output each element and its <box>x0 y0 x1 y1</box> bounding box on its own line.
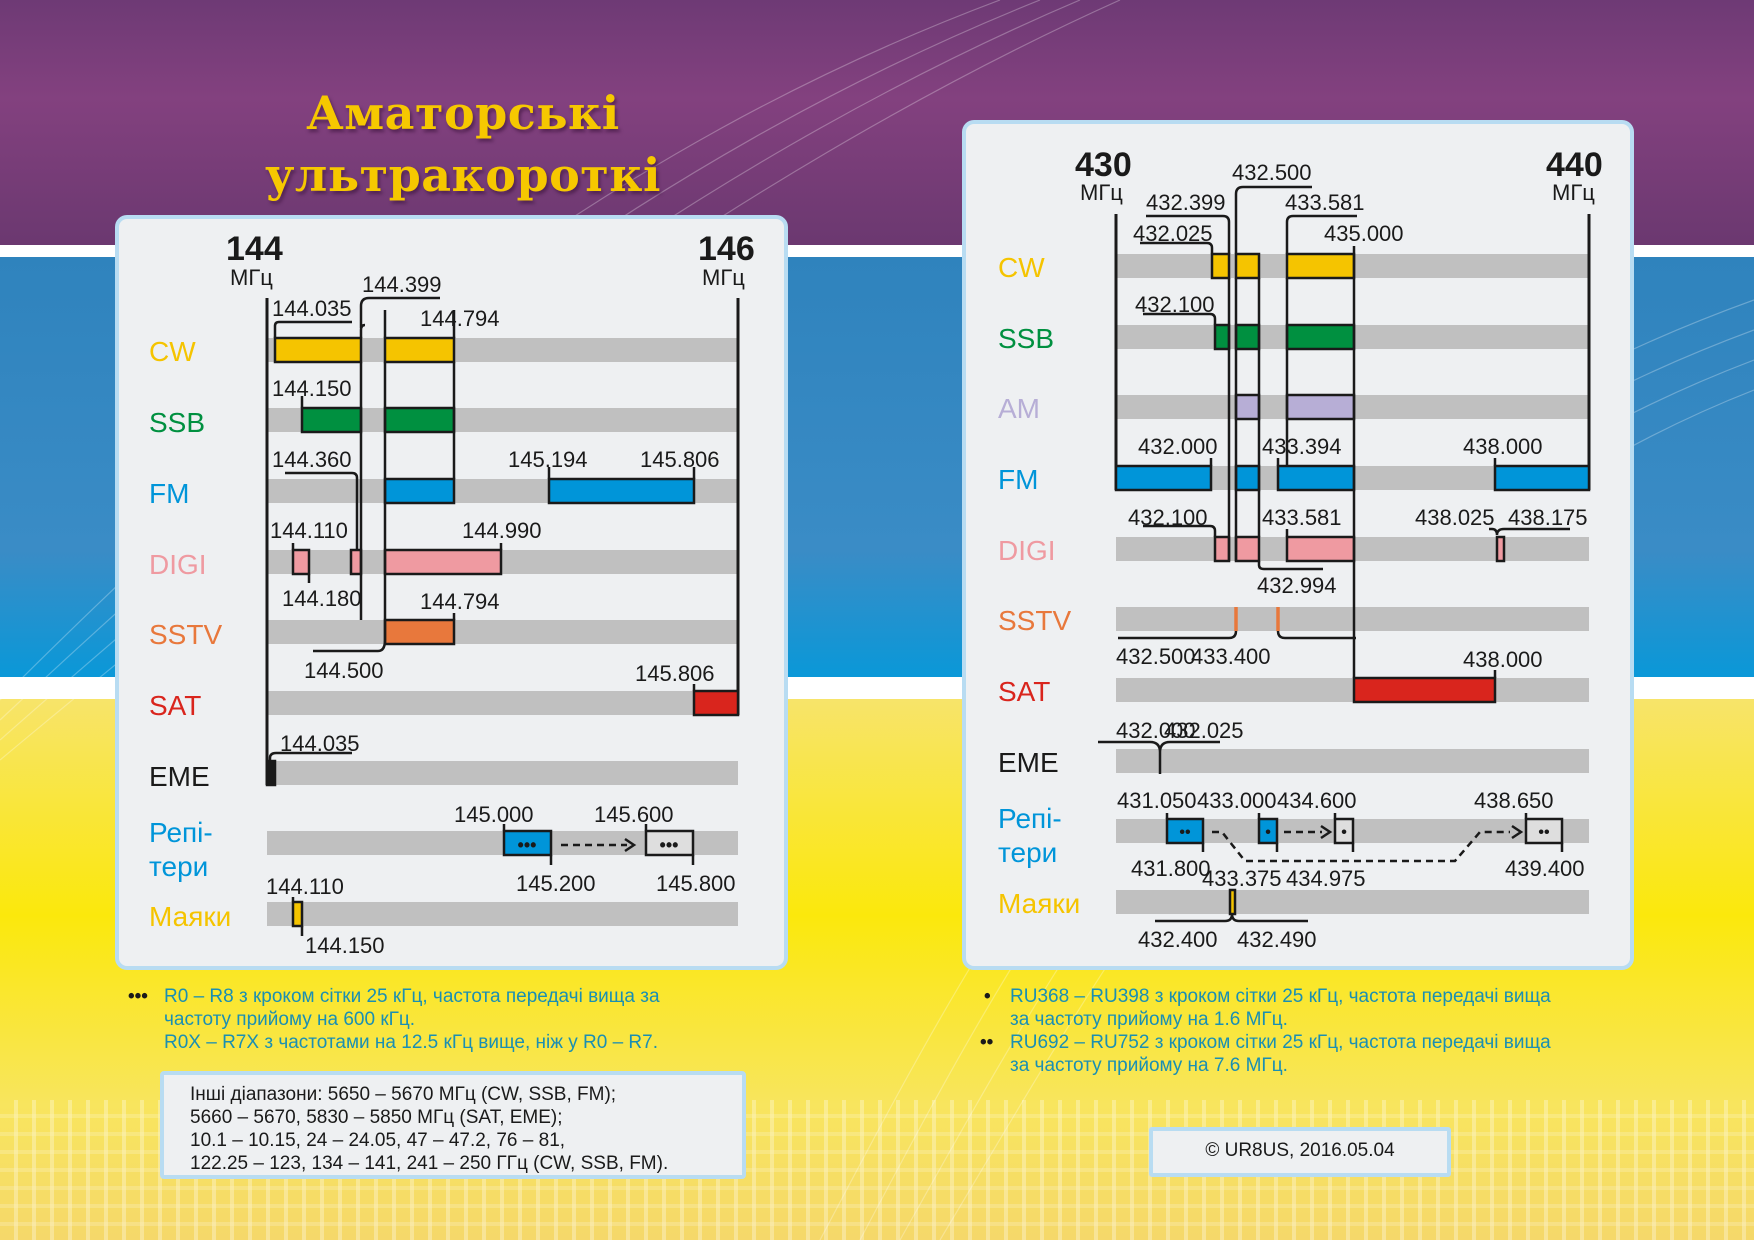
copyright-box: © UR8US, 2016.05.04 <box>1149 1127 1451 1177</box>
note-line: за частоту прийому на 1.6 МГц. <box>1010 1009 1288 1030</box>
repeater-note-70cm: • RU368 – RU398 з кроком сітки 25 кГц, ч… <box>980 985 1650 1077</box>
note-bullet: • <box>984 986 991 1007</box>
note-line: за частоту прийому на 7.6 МГц. <box>1010 1055 1288 1076</box>
note-line: R0 – R8 з кроком сітки 25 кГц, частота п… <box>164 986 660 1007</box>
note-bullet: ••• <box>128 986 148 1007</box>
note-line: частоту прийому на 600 кГц. <box>164 1009 416 1030</box>
note-line: RU368 – RU398 з кроком сітки 25 кГц, час… <box>1010 986 1551 1007</box>
note-bullet: •• <box>980 1032 994 1053</box>
repeater-note-2m: ••• R0 – R8 з кроком сітки 25 кГц, часто… <box>128 985 764 1054</box>
other-bands-line: 10.1 – 10.15, 24 – 24.05, 47 – 47.2, 76 … <box>190 1130 566 1151</box>
other-bands-line: Інші діапазони: 5650 – 5670 МГц (CW, SSB… <box>190 1084 617 1105</box>
other-bands-line: 122.25 – 123, 134 – 141, 241 – 250 ГГц (… <box>190 1153 669 1174</box>
other-bands-line: 5660 – 5670, 5830 – 5850 МГц (SAT, EME); <box>190 1107 563 1128</box>
note-line: RU692 – RU752 з кроком сітки 25 кГц, час… <box>1010 1032 1551 1053</box>
note-line: R0X – R7X з частотами на 12.5 кГц вище, … <box>164 1032 658 1053</box>
other-bands-box: Інші діапазони: 5650 – 5670 МГц (CW, SSB… <box>160 1071 746 1179</box>
title-line-1: Аматорські ультракороткі <box>264 86 662 202</box>
copyright-text: © UR8US, 2016.05.04 <box>1205 1140 1395 1161</box>
band-2m-panel <box>115 215 788 970</box>
band-70cm-panel <box>962 120 1634 970</box>
